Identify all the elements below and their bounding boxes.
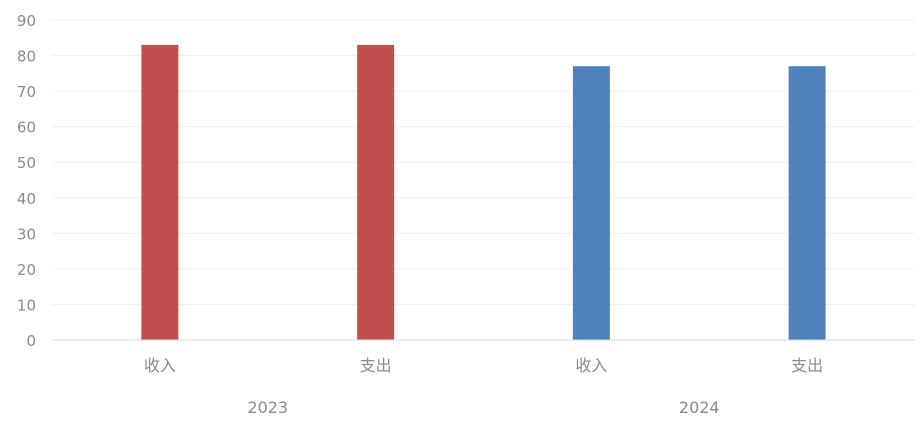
y-tick-label: 80 [17,48,36,66]
y-tick-label: 40 [17,190,36,208]
bar [572,66,610,340]
y-axis: 0 10 20 30 40 50 60 70 80 90 [17,12,36,350]
group-label: 2023 [247,398,288,417]
y-tick-label: 10 [17,296,36,314]
y-tick-label: 30 [17,225,36,243]
group-label: 2024 [679,398,720,417]
y-tick-label: 90 [17,12,36,30]
category-label: 支出 [360,356,392,375]
x-axis: 收入 支出 2023 收入 支出 2024 [52,339,915,417]
bar [788,66,826,340]
y-tick-label: 60 [17,119,36,137]
category-label: 收入 [144,356,176,375]
gridlines [52,19,915,305]
bar [357,44,395,341]
category-label: 收入 [575,356,607,375]
y-tick-label: 20 [17,261,36,279]
y-tick-label: 70 [17,83,36,101]
y-tick-label: 0 [26,332,36,350]
category-label: 支出 [791,356,823,375]
y-tick-label: 50 [17,154,36,172]
bars [141,44,826,341]
bar [141,44,179,341]
